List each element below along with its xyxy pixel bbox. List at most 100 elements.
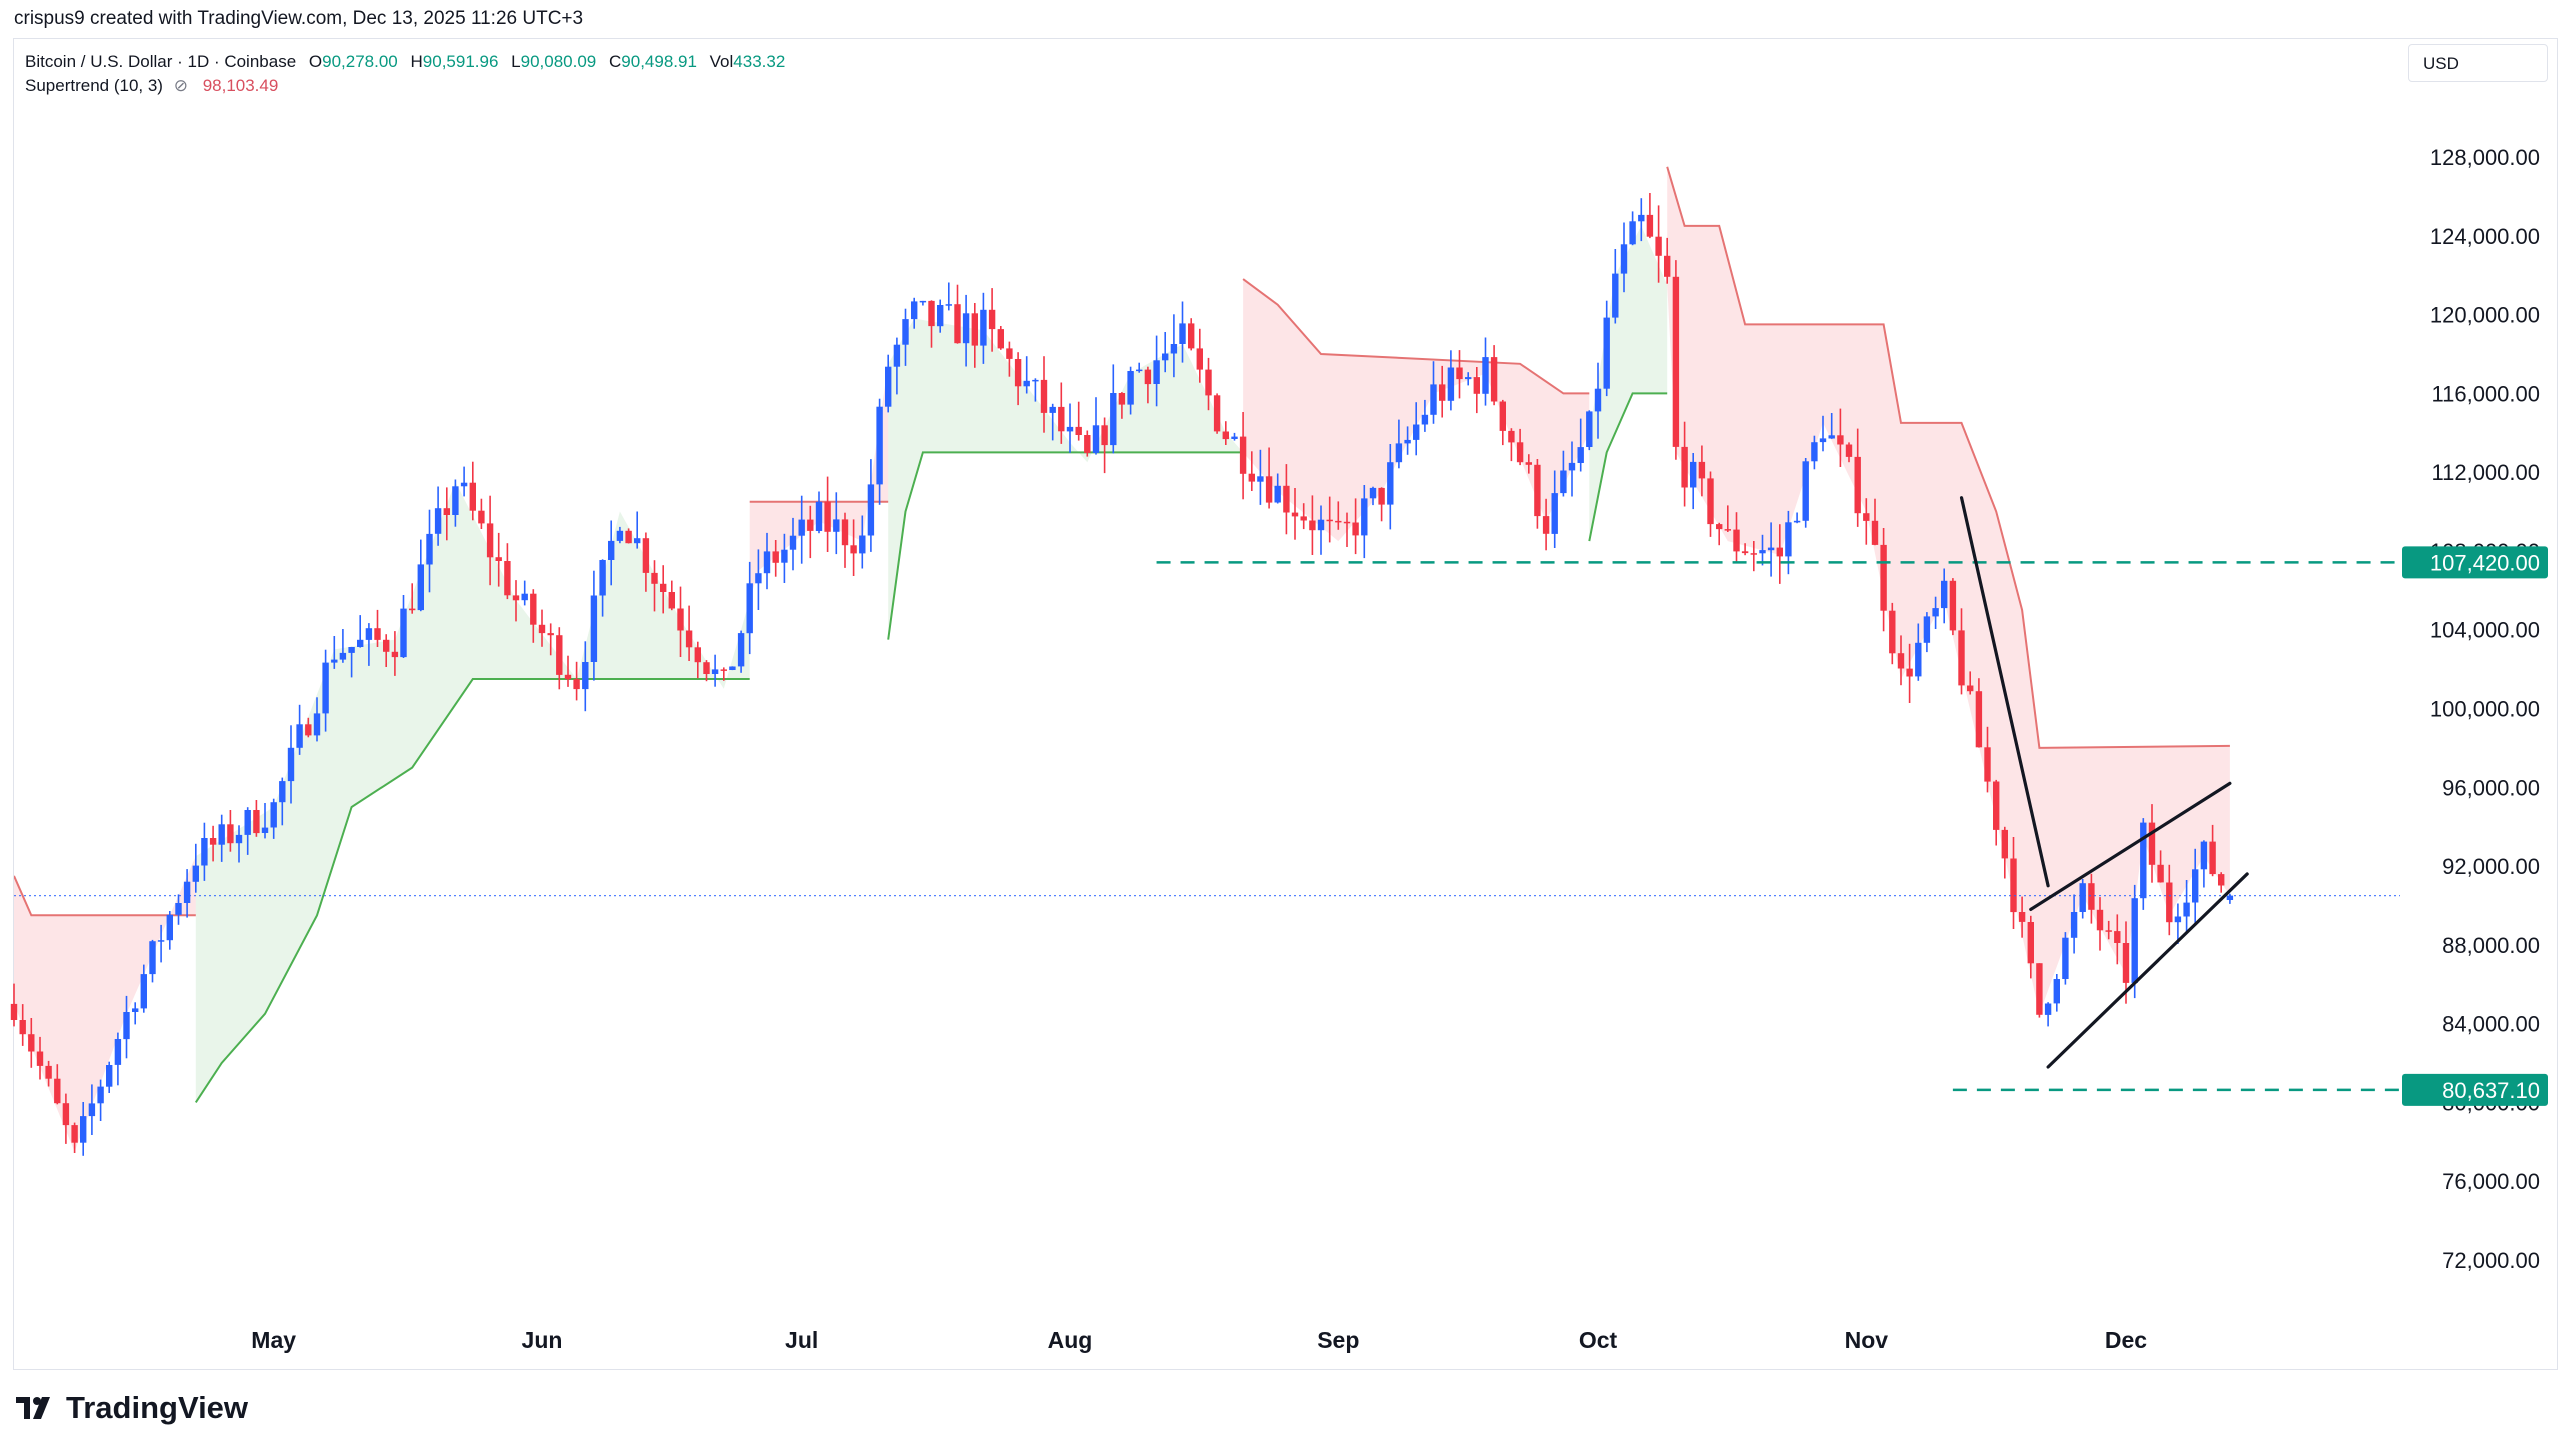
candle-body[interactable] [166, 914, 173, 941]
candle-body[interactable] [1482, 357, 1489, 394]
candle-body[interactable] [1447, 367, 1455, 401]
candle-body[interactable] [1854, 456, 1861, 514]
candle-body[interactable] [2114, 931, 2121, 943]
wedge-lower-line[interactable] [2046, 872, 2249, 1069]
candle-body[interactable] [1984, 747, 1991, 782]
candle-body[interactable] [850, 545, 857, 554]
candle-body[interactable] [928, 300, 935, 327]
candle-body[interactable] [149, 941, 156, 975]
candle-body[interactable] [2027, 922, 2034, 964]
candle-body[interactable] [1014, 359, 1022, 387]
candle-body[interactable] [1317, 519, 1325, 531]
candle-body[interactable] [80, 1116, 87, 1143]
candle-body[interactable] [71, 1125, 78, 1143]
currency-selector[interactable]: USD [2408, 44, 2548, 82]
candle-body[interactable] [1049, 406, 1056, 413]
candle-body[interactable] [1465, 377, 1472, 380]
candle-body[interactable] [1819, 438, 1827, 443]
candle-body[interactable] [287, 747, 295, 782]
candle-body[interactable] [564, 674, 572, 680]
candle-body[interactable] [556, 635, 563, 675]
candle-body[interactable] [1551, 493, 1558, 534]
candle-body[interactable] [1716, 524, 1723, 530]
candle-body[interactable] [1958, 630, 1965, 686]
candle-body[interactable] [711, 669, 719, 674]
candle-body[interactable] [919, 300, 927, 303]
candle-body[interactable] [1698, 461, 1706, 479]
candle-body[interactable] [867, 484, 875, 536]
candle-body[interactable] [945, 304, 952, 306]
candle-body[interactable] [2192, 869, 2199, 903]
candle-body[interactable] [1257, 476, 1264, 482]
candle-body[interactable] [573, 679, 580, 690]
candle-body[interactable] [1776, 547, 1783, 557]
candle-body[interactable] [781, 549, 788, 563]
candle-body[interactable] [997, 329, 1004, 349]
candle-body[interactable] [1638, 214, 1645, 222]
candle-body[interactable] [486, 523, 494, 558]
candle-body[interactable] [954, 304, 961, 344]
candle-body[interactable] [1577, 447, 1584, 463]
candle-body[interactable] [1404, 439, 1411, 444]
indicator-name[interactable]: Supertrend (10, 3) [25, 76, 163, 95]
candle-body[interactable] [599, 560, 606, 596]
candle-body[interactable] [140, 974, 147, 1009]
candle-body[interactable] [123, 1012, 130, 1040]
candle-body[interactable] [720, 669, 727, 671]
candle-body[interactable] [2062, 937, 2069, 979]
candle-body[interactable] [1594, 388, 1602, 412]
candle-body[interactable] [1430, 384, 1437, 415]
candle-body[interactable] [218, 824, 225, 845]
candle-body[interactable] [1196, 348, 1203, 370]
candle-body[interactable] [902, 319, 909, 345]
candle-body[interactable] [2200, 841, 2208, 870]
candle-body[interactable] [270, 802, 277, 828]
candle-body[interactable] [1309, 520, 1316, 531]
candle-body[interactable] [478, 510, 485, 524]
candle-body[interactable] [911, 301, 918, 320]
candle-body[interactable] [1170, 344, 1178, 354]
candle-body[interactable] [1239, 436, 1247, 474]
candle-body[interactable] [1707, 478, 1714, 525]
candle-body[interactable] [97, 1086, 104, 1104]
candle-body[interactable] [521, 593, 528, 601]
candle-body[interactable] [1144, 369, 1152, 385]
candle-body[interactable] [417, 564, 424, 611]
candle-body[interactable] [807, 519, 814, 531]
candle-body[interactable] [1733, 529, 1740, 552]
candle-body[interactable] [1092, 425, 1100, 453]
candle-body[interactable] [2226, 895, 2234, 900]
candle-body[interactable] [1118, 393, 1126, 405]
candle-body[interactable] [2010, 858, 2017, 913]
candle-body[interactable] [1179, 323, 1186, 344]
candle-body[interactable] [876, 406, 883, 485]
candle-body[interactable] [2088, 883, 2095, 910]
candle-body[interactable] [469, 482, 476, 511]
candle-body[interactable] [1127, 371, 1134, 405]
candle-body[interactable] [322, 662, 329, 714]
candle-body[interactable] [106, 1065, 113, 1087]
candle-body[interactable] [1378, 487, 1385, 505]
candle-body[interactable] [1993, 781, 2000, 830]
candle-body[interactable] [737, 633, 745, 667]
candle-body[interactable] [1231, 436, 1238, 439]
candle-body[interactable] [789, 535, 797, 550]
candle-body[interactable] [1084, 435, 1091, 453]
candle-body[interactable] [815, 501, 823, 531]
candle-body[interactable] [1741, 551, 1749, 554]
candle-body[interactable] [1153, 360, 1160, 384]
candle-body[interactable] [374, 628, 381, 640]
candle-body[interactable] [833, 519, 840, 532]
candle-body[interactable] [1490, 357, 1498, 402]
candle-body[interactable] [2122, 943, 2130, 983]
candle-body[interactable] [2044, 1003, 2052, 1015]
candle-body[interactable] [88, 1103, 96, 1117]
candle-body[interactable] [885, 366, 892, 407]
candle-body[interactable] [703, 662, 710, 674]
candle-body[interactable] [2209, 841, 2216, 875]
candle-body[interactable] [2174, 916, 2182, 923]
candle-body[interactable] [1932, 608, 1939, 617]
candle-body[interactable] [2096, 909, 2104, 931]
candle-body[interactable] [1646, 214, 1654, 237]
